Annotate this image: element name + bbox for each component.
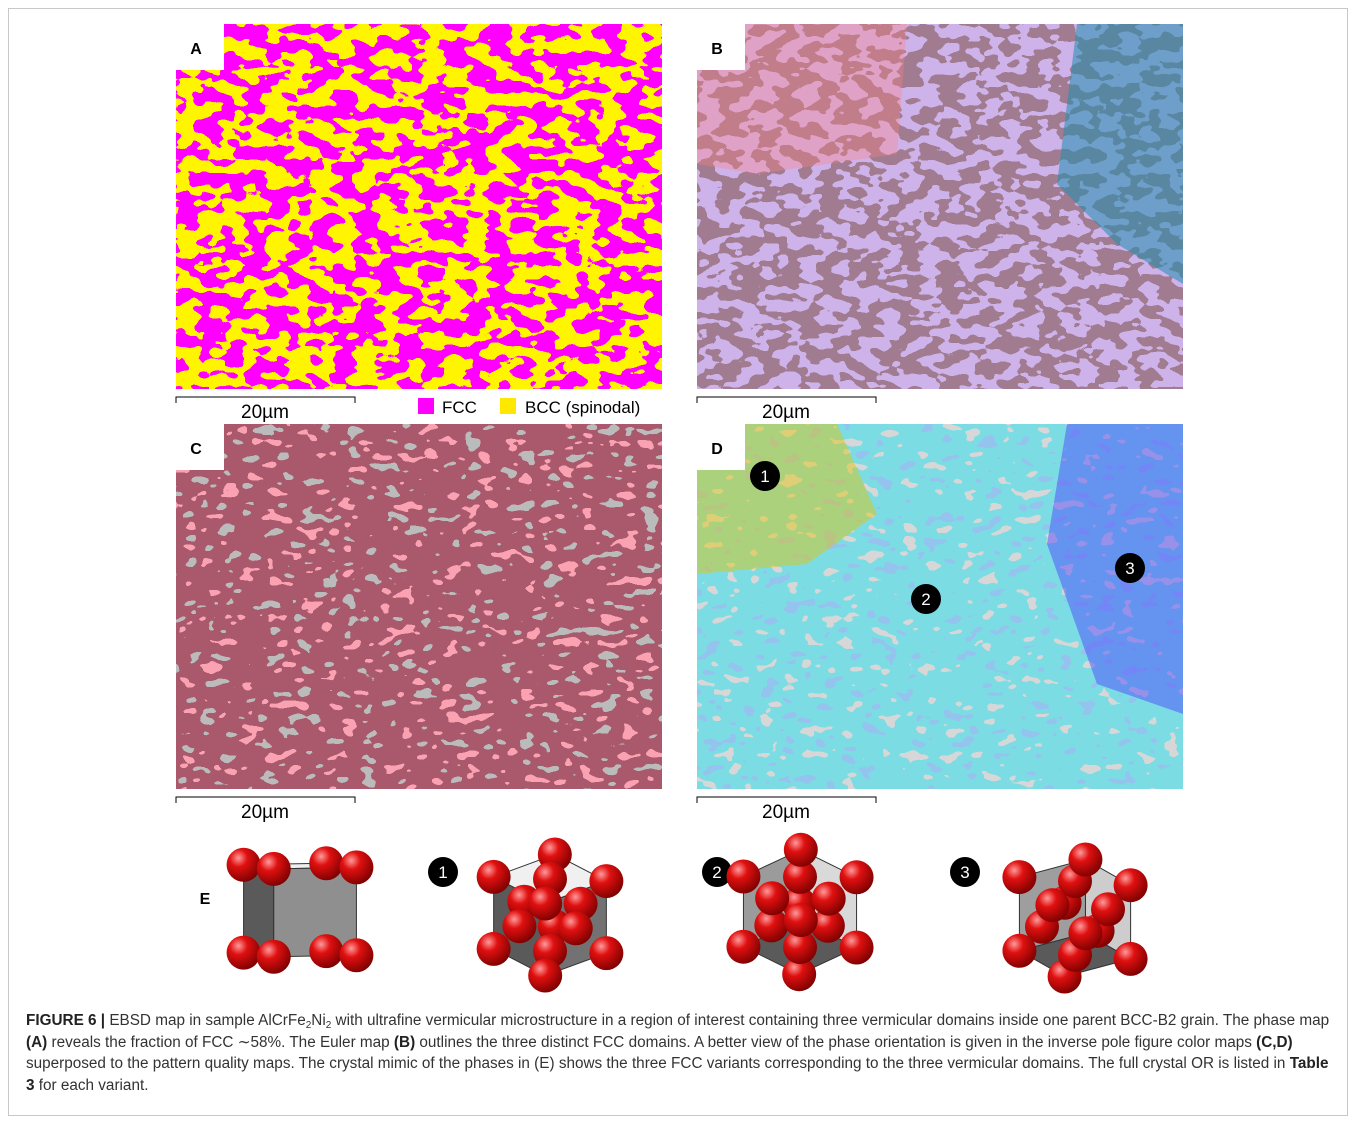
map-panel: B 20µm [697,24,1183,423]
caption-run: for each variant. [35,1077,149,1094]
micrograph [176,424,662,789]
caption-run: EBSD map in sample AlCrFe [105,1012,306,1029]
caption-run: outlines the three distinct FCC domains.… [415,1034,1256,1051]
atom [589,936,623,970]
panel-label: C [190,441,202,458]
atom [257,852,291,886]
atom [339,850,373,884]
legend-label: BCC (spinodal) [525,398,640,417]
legend-swatch [500,398,516,414]
caption-run: with ultrafine vermicular microstructure… [331,1012,1329,1029]
atom [1068,843,1102,877]
atom [528,959,562,993]
atom [840,930,874,964]
caption-run: Ni [311,1012,325,1029]
crystal-cube [477,837,624,992]
scale-bar-label: 20µm [241,802,289,823]
panel-label: A [190,41,202,58]
atom [784,903,818,937]
map-panel: C 20µm [176,424,662,823]
crystal-cube [1002,843,1147,994]
atom [309,934,343,968]
caption-run: reveals the fraction of FCC ∼58%. The Eu… [47,1034,394,1051]
atom [1002,934,1036,968]
atom [726,860,760,894]
panel-label: B [711,41,723,58]
atom [528,886,562,920]
caption-run: superposed to the pattern quality maps. … [26,1055,1290,1072]
atom [812,882,846,916]
domain-marker: 3 [1125,559,1134,578]
panel-label: D [711,441,723,458]
page: A 20µm B 20µm C 20µm D 20µm 1 2 3 FCC BCC (spinodal… [0,0,1358,1126]
atom [309,846,343,880]
domain-marker: 2 [921,590,930,609]
atom [589,864,623,898]
atom [477,932,511,966]
caption-run: (A) [26,1034,47,1051]
scale-bar-label: 20µm [762,402,810,423]
atom [1114,942,1148,976]
variant-marker: 1 [438,863,447,882]
legend-swatch [418,398,434,414]
micrograph [176,24,662,389]
domain-marker: 1 [760,467,769,486]
atom [502,909,536,943]
scale-bar-label: 20µm [762,802,810,823]
atom [755,881,789,915]
atom [257,940,291,974]
crystal-cube [227,846,374,974]
atom [726,930,760,964]
scale-bar-label: 20µm [241,402,289,423]
caption-run: (C,D) [1256,1034,1293,1051]
figure: A 20µm B 20µm C 20µm D 20µm 1 2 3 FCC BCC (spinodal… [0,0,1358,1000]
atom [339,938,373,972]
atom [477,860,511,894]
atom [227,848,261,882]
caption-run: (B) [394,1034,415,1051]
map-panel: A 20µm [176,24,662,423]
legend-label: FCC [442,398,477,417]
atom [1068,916,1102,950]
crystal-cube [726,833,873,991]
atom [1035,888,1069,922]
atom [1002,860,1036,894]
atom [559,911,593,945]
variant-marker: 2 [712,863,721,882]
atom [784,833,818,867]
panel-label: E [200,891,211,908]
figure-caption: FIGURE 6 | EBSD map in sample AlCrFe2Ni2… [26,1010,1338,1096]
variant-marker: 3 [960,863,969,882]
atom [840,860,874,894]
atom [227,936,261,970]
caption-run: FIGURE 6 | [26,1012,105,1029]
